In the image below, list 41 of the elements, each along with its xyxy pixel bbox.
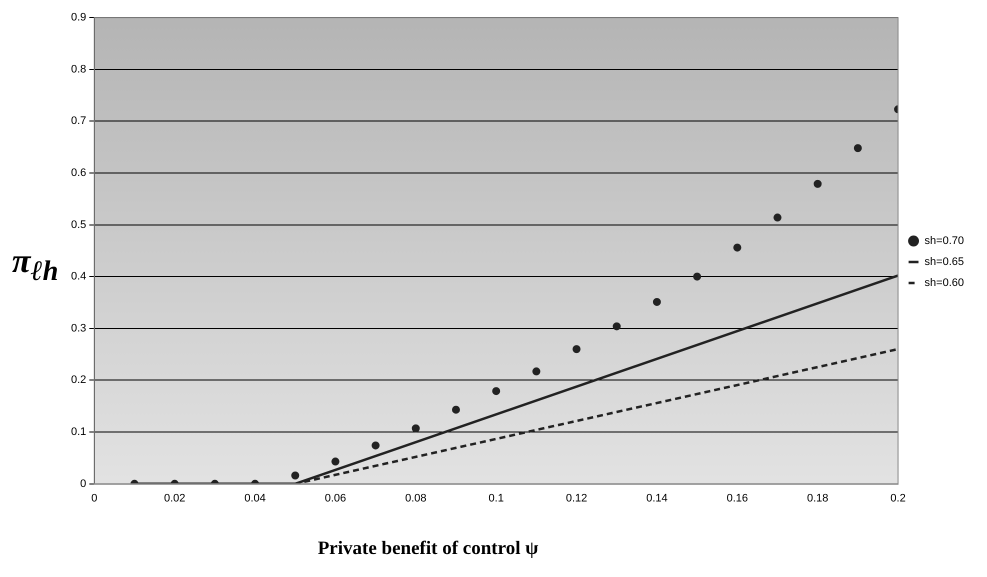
point	[331, 458, 340, 466]
x-tick-label: 0.02	[164, 492, 186, 504]
y-tick-label: 0.3	[70, 322, 86, 334]
point	[733, 244, 742, 252]
x-tick-label: 0.2	[890, 492, 906, 504]
x-tick-label: 0.04	[244, 492, 266, 504]
x-tick-label: 0.1	[488, 492, 504, 504]
x-tick-label: 0.16	[726, 492, 748, 504]
x-tick-label: 0.18	[806, 492, 828, 504]
y-axis-title: π$_{ℓh}$	[12, 243, 58, 288]
y-tick-label: 0.6	[70, 167, 86, 180]
x-tick-label: 0.08	[405, 492, 427, 504]
legend-label: sh=0.60	[924, 277, 964, 290]
point	[814, 180, 822, 188]
legend-label: sh=0.65	[924, 256, 964, 268]
x-tick-label: 0	[91, 492, 98, 504]
point	[773, 214, 782, 222]
y-tick-label: 0.5	[70, 218, 86, 231]
point	[452, 406, 460, 414]
legend-label: sh=0.70	[924, 235, 964, 248]
x-tick-label: 0.12	[566, 492, 588, 504]
x-tick-label: 0.06	[324, 492, 346, 504]
point	[652, 298, 661, 306]
y-tick-label: 0.4	[70, 270, 86, 283]
point	[532, 367, 540, 376]
y-tick-label: 0.1	[70, 426, 86, 438]
y-tick-label: 0.7	[70, 115, 86, 128]
y-tick-label: 0.9	[70, 12, 86, 24]
y-tick-label: 0	[80, 478, 86, 490]
point	[854, 144, 862, 152]
point	[492, 387, 500, 396]
point	[572, 345, 581, 354]
point	[612, 322, 621, 330]
point	[412, 424, 420, 432]
y-tick-label: 0.8	[70, 63, 86, 76]
point	[372, 441, 380, 450]
point	[291, 472, 300, 480]
x-tick-label: 0.14	[646, 492, 668, 504]
x-axis-title: Private benefit of control ψ	[316, 538, 540, 560]
y-tick-label: 0.2	[70, 374, 86, 386]
point	[693, 272, 702, 281]
